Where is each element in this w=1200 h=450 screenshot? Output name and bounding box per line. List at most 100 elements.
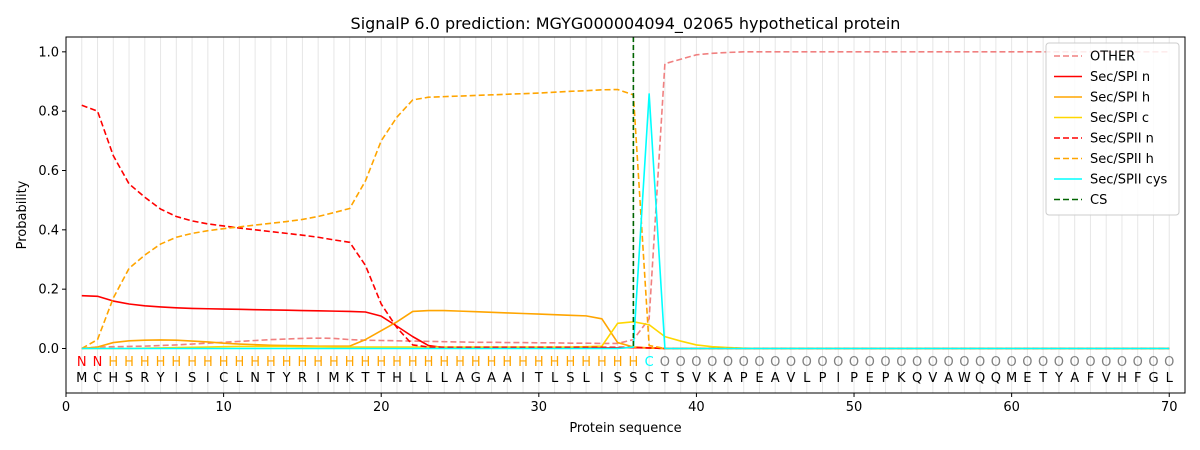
region-label: H bbox=[628, 355, 638, 370]
legend-label: OTHER bbox=[1090, 50, 1135, 65]
y-axis-ticks: 0.0 0.2 0.4 0.6 0.8 1.0 bbox=[38, 45, 66, 357]
sequence-letter: C bbox=[93, 371, 102, 386]
sequence-letter: L bbox=[441, 371, 449, 386]
sequence-letter: K bbox=[708, 371, 717, 386]
region-label: H bbox=[124, 355, 134, 370]
legend-box bbox=[1045, 42, 1180, 216]
sequence-letter: P bbox=[882, 371, 890, 386]
sequence-letter: S bbox=[677, 371, 685, 386]
x-axis-label: Protein sequence bbox=[569, 421, 681, 436]
region-label: O bbox=[1007, 355, 1017, 370]
region-label: O bbox=[880, 355, 890, 370]
region-label: O bbox=[676, 355, 686, 370]
region-label: O bbox=[1117, 355, 1127, 370]
sequence-letter: P bbox=[850, 371, 858, 386]
sequence-letter: V bbox=[787, 371, 796, 386]
sequence-letter: I bbox=[174, 371, 178, 386]
x-tick-label: 10 bbox=[215, 400, 232, 415]
region-label: O bbox=[833, 355, 843, 370]
region-label: H bbox=[518, 355, 528, 370]
region-label: H bbox=[203, 355, 213, 370]
region-label: O bbox=[1085, 355, 1095, 370]
sequence-letter: T bbox=[266, 371, 275, 386]
sequence-letter: W bbox=[958, 371, 971, 386]
sequence-letter: C bbox=[645, 371, 654, 386]
region-label: H bbox=[108, 355, 118, 370]
region-label: O bbox=[1148, 355, 1158, 370]
sequence-letter: E bbox=[755, 371, 763, 386]
sequence-letter: V bbox=[692, 371, 701, 386]
region-label: H bbox=[282, 355, 292, 370]
y-tick-label: 0.6 bbox=[38, 164, 59, 179]
region-label: O bbox=[928, 355, 938, 370]
region-label: H bbox=[597, 355, 607, 370]
sequence-letter: A bbox=[503, 371, 512, 386]
legend-label: Sec/SPI h bbox=[1090, 91, 1150, 106]
sequence-letter: Y bbox=[1054, 371, 1063, 386]
sequence-letter: I bbox=[836, 371, 840, 386]
region-label: O bbox=[959, 355, 969, 370]
sequence-letter: S bbox=[125, 371, 133, 386]
sequence-letter: Y bbox=[282, 371, 291, 386]
region-label: H bbox=[534, 355, 544, 370]
sequence-letter: M bbox=[76, 371, 87, 386]
plot-border bbox=[65, 36, 1186, 394]
sequence-letter: Q bbox=[975, 371, 985, 386]
sequence-letter: A bbox=[487, 371, 496, 386]
sequence-letter: A bbox=[723, 371, 732, 386]
sequence-letter: L bbox=[425, 371, 433, 386]
sequence-letter: E bbox=[866, 371, 874, 386]
series-line-sec-spii-cys bbox=[81, 93, 1170, 350]
region-label: O bbox=[802, 355, 812, 370]
sequence-letter: M bbox=[1006, 371, 1017, 386]
sequence-letter: T bbox=[660, 371, 669, 386]
region-label: H bbox=[439, 355, 449, 370]
sequence-letter: P bbox=[819, 371, 827, 386]
sequence-letter: H bbox=[392, 371, 402, 386]
sequence-letter: S bbox=[629, 371, 637, 386]
series-line-sec-spii-h bbox=[81, 88, 1170, 350]
region-label: H bbox=[313, 355, 323, 370]
sequence-letter: A bbox=[771, 371, 780, 386]
region-label: N bbox=[77, 355, 87, 370]
legend-label: Sec/SPII h bbox=[1090, 152, 1154, 167]
sequence-letter: L bbox=[409, 371, 417, 386]
y-tick-label: 0.4 bbox=[38, 223, 59, 238]
legend: OTHER Sec/SPI n Sec/SPI h Sec/SPI c Sec/SPII… bbox=[1045, 42, 1180, 216]
region-label: H bbox=[613, 355, 623, 370]
sequence-letter: I bbox=[206, 371, 210, 386]
y-tick-label: 0.2 bbox=[38, 283, 59, 298]
region-label: O bbox=[691, 355, 701, 370]
region-label: O bbox=[865, 355, 875, 370]
sequence-letter: T bbox=[1038, 371, 1047, 386]
region-label: O bbox=[943, 355, 953, 370]
x-tick-label: 60 bbox=[1003, 400, 1020, 415]
region-label: O bbox=[1070, 355, 1080, 370]
sequence-letter: M bbox=[328, 371, 339, 386]
region-label: O bbox=[1038, 355, 1048, 370]
region-label: O bbox=[849, 355, 859, 370]
region-label: H bbox=[424, 355, 434, 370]
sequence-letter: L bbox=[1166, 371, 1174, 386]
region-label: O bbox=[991, 355, 1001, 370]
sequence-letter: L bbox=[236, 371, 244, 386]
x-tick-label: 70 bbox=[1161, 400, 1178, 415]
sequence-letter: I bbox=[521, 371, 525, 386]
region-label: H bbox=[502, 355, 512, 370]
region-label: O bbox=[1133, 355, 1143, 370]
x-tick-label: 50 bbox=[846, 400, 863, 415]
region-label: O bbox=[1164, 355, 1174, 370]
sequence-letter: T bbox=[376, 371, 385, 386]
sequence-letter: S bbox=[613, 371, 621, 386]
region-label: H bbox=[250, 355, 260, 370]
sequence-letter: K bbox=[897, 371, 906, 386]
sequence-letter: Q bbox=[912, 371, 922, 386]
sequence-letter: H bbox=[1117, 371, 1127, 386]
x-tick-label: 40 bbox=[688, 400, 705, 415]
sequence-letter: R bbox=[140, 371, 149, 386]
region-label: H bbox=[455, 355, 465, 370]
region-label: O bbox=[896, 355, 906, 370]
sequence-letter: K bbox=[345, 371, 354, 386]
x-axis-ticks: 0 10 20 30 40 50 60 70 bbox=[62, 393, 1178, 415]
sequence-letter: S bbox=[188, 371, 196, 386]
